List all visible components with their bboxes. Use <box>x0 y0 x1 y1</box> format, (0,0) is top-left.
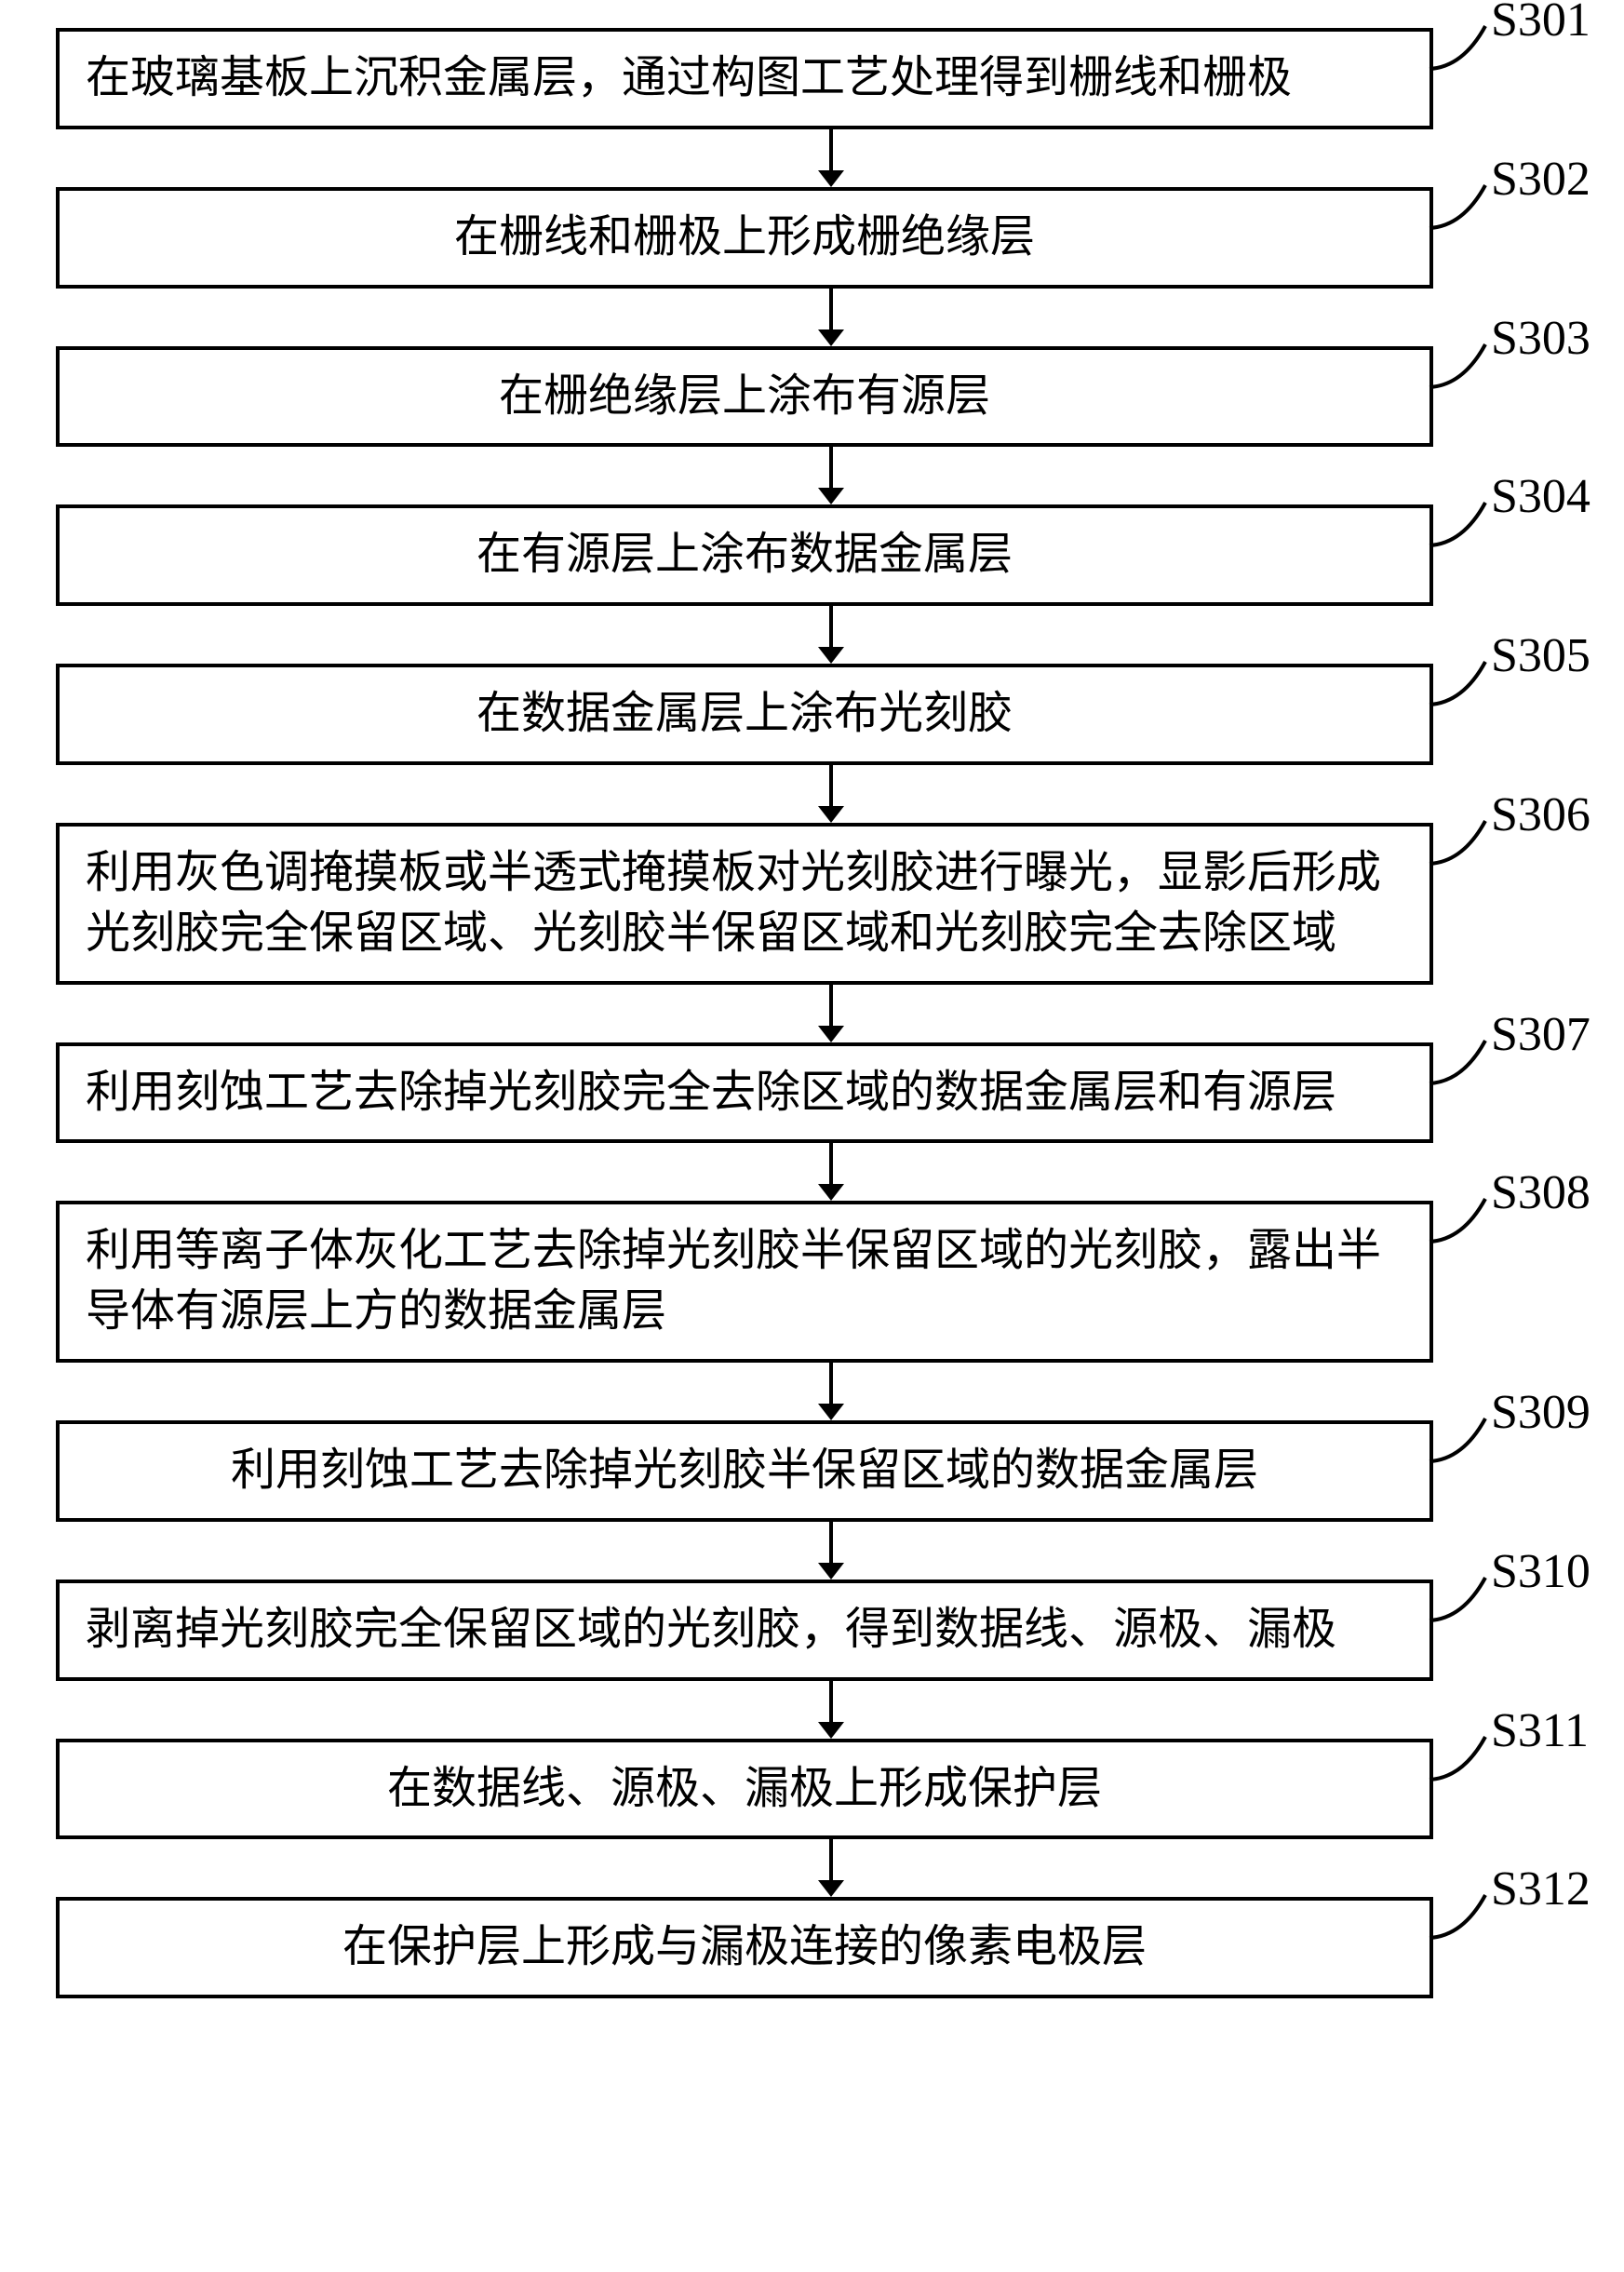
flow-arrow <box>142 1839 1520 1897</box>
step-label: S310 <box>1491 1544 1590 1599</box>
step-label: S305 <box>1491 628 1590 683</box>
flow-arrow <box>142 447 1520 504</box>
step-label: S308 <box>1491 1165 1590 1220</box>
flow-arrow <box>142 606 1520 664</box>
flow-step: 利用刻蚀工艺去除掉光刻胶完全去除区域的数据金属层和有源层S307 <box>19 1042 1605 1144</box>
flowchart-container: 在玻璃基板上沉积金属层，通过构图工艺处理得到栅线和栅极S301 在栅线和栅极上形成… <box>19 28 1605 1998</box>
flow-step-box: 在有源层上涂布数据金属层 <box>56 504 1433 606</box>
step-label: S311 <box>1491 1703 1589 1758</box>
flow-step: 剥离掉光刻胶完全保留区域的光刻胶，得到数据线、源极、漏极S310 <box>19 1580 1605 1681</box>
step-label: S301 <box>1491 0 1590 47</box>
step-label: S303 <box>1491 311 1590 366</box>
step-label: S307 <box>1491 1007 1590 1062</box>
flow-step-box: 利用灰色调掩摸板或半透式掩摸板对光刻胶进行曝光，显影后形成光刻胶完全保留区域、光… <box>56 823 1433 985</box>
flow-step-box: 在玻璃基板上沉积金属层，通过构图工艺处理得到栅线和栅极 <box>56 28 1433 129</box>
flow-arrow <box>142 1363 1520 1420</box>
flow-step: 在数据金属层上涂布光刻胶S305 <box>19 664 1605 765</box>
flow-step-box: 在栅线和栅极上形成栅绝缘层 <box>56 187 1433 289</box>
flow-step: 在数据线、源极、漏极上形成保护层S311 <box>19 1739 1605 1840</box>
step-label: S309 <box>1491 1385 1590 1440</box>
flow-step: 在玻璃基板上沉积金属层，通过构图工艺处理得到栅线和栅极S301 <box>19 28 1605 129</box>
step-label: S302 <box>1491 152 1590 207</box>
step-label: S306 <box>1491 787 1590 842</box>
flow-arrow <box>142 1143 1520 1201</box>
flow-step-box: 利用刻蚀工艺去除掉光刻胶半保留区域的数据金属层 <box>56 1420 1433 1522</box>
flow-step: 在栅绝缘层上涂布有源层S303 <box>19 346 1605 448</box>
flow-arrow <box>142 765 1520 823</box>
flow-arrow <box>142 1681 1520 1739</box>
step-label: S304 <box>1491 469 1590 524</box>
flow-step: 利用灰色调掩摸板或半透式掩摸板对光刻胶进行曝光，显影后形成光刻胶完全保留区域、光… <box>19 823 1605 985</box>
flow-step: 在保护层上形成与漏极连接的像素电极层S312 <box>19 1897 1605 1998</box>
flow-step: 利用刻蚀工艺去除掉光刻胶半保留区域的数据金属层S309 <box>19 1420 1605 1522</box>
flow-step: 利用等离子体灰化工艺去除掉光刻胶半保留区域的光刻胶，露出半导体有源层上方的数据金… <box>19 1201 1605 1363</box>
flow-arrow <box>142 289 1520 346</box>
flow-step: 在栅线和栅极上形成栅绝缘层S302 <box>19 187 1605 289</box>
flow-arrow <box>142 1522 1520 1580</box>
flow-step-box: 利用等离子体灰化工艺去除掉光刻胶半保留区域的光刻胶，露出半导体有源层上方的数据金… <box>56 1201 1433 1363</box>
flow-arrow <box>142 129 1520 187</box>
step-label: S312 <box>1491 1862 1590 1916</box>
flow-step-box: 在数据金属层上涂布光刻胶 <box>56 664 1433 765</box>
flow-step-box: 在栅绝缘层上涂布有源层 <box>56 346 1433 448</box>
flow-arrow <box>142 985 1520 1042</box>
flow-step-box: 剥离掉光刻胶完全保留区域的光刻胶，得到数据线、源极、漏极 <box>56 1580 1433 1681</box>
flow-step-box: 在保护层上形成与漏极连接的像素电极层 <box>56 1897 1433 1998</box>
flow-step-box: 利用刻蚀工艺去除掉光刻胶完全去除区域的数据金属层和有源层 <box>56 1042 1433 1144</box>
flow-step-box: 在数据线、源极、漏极上形成保护层 <box>56 1739 1433 1840</box>
flow-step: 在有源层上涂布数据金属层S304 <box>19 504 1605 606</box>
